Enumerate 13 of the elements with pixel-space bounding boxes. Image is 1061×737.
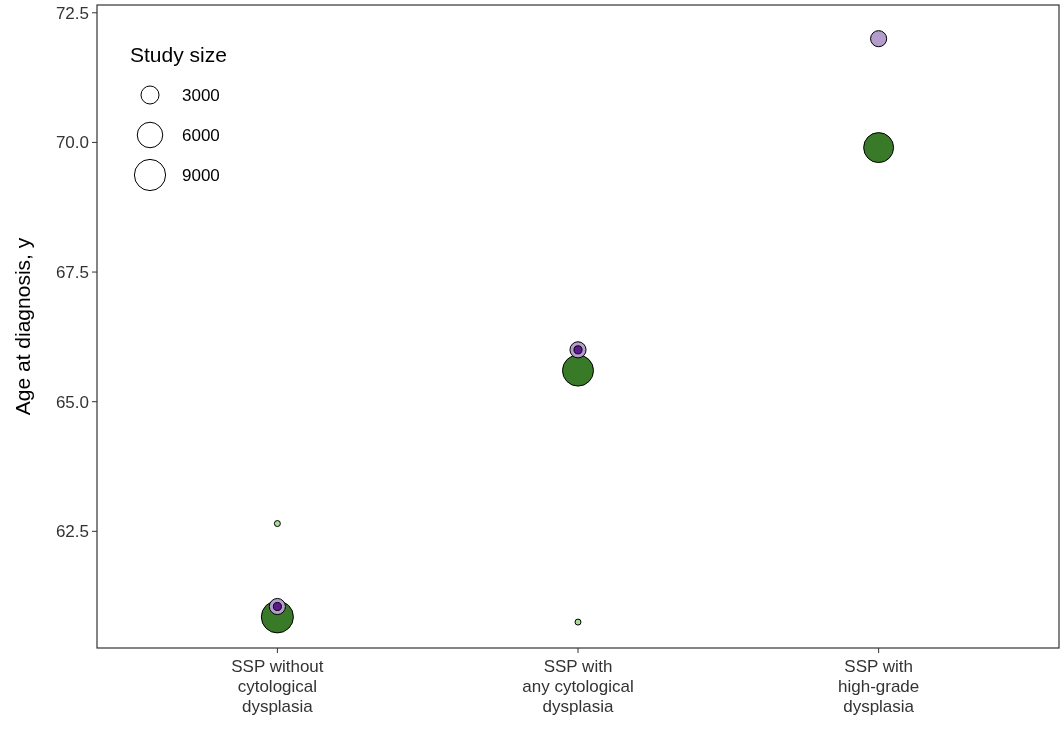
- legend-label: 3000: [182, 85, 220, 105]
- y-tick-label: 65.0: [55, 392, 89, 412]
- y-tick-label: 72.5: [55, 3, 89, 23]
- x-tick-label: SSP with any cytological dysplasia: [522, 657, 634, 716]
- y-tick-label: 67.5: [55, 263, 89, 282]
- legend-title: Study size: [130, 43, 227, 67]
- y-axis-title: Age at diagnosis, y: [11, 237, 34, 416]
- x-tick-label: SSP without cytological dysplasia: [231, 657, 324, 716]
- legend-label: 6000: [182, 125, 220, 145]
- legend-label: 9000: [182, 165, 220, 185]
- y-tick-label: 62.5: [55, 522, 89, 542]
- x-tick-label: SSP with high-grade dysplasia: [837, 657, 920, 716]
- y-tick-label: 70.0: [55, 133, 89, 153]
